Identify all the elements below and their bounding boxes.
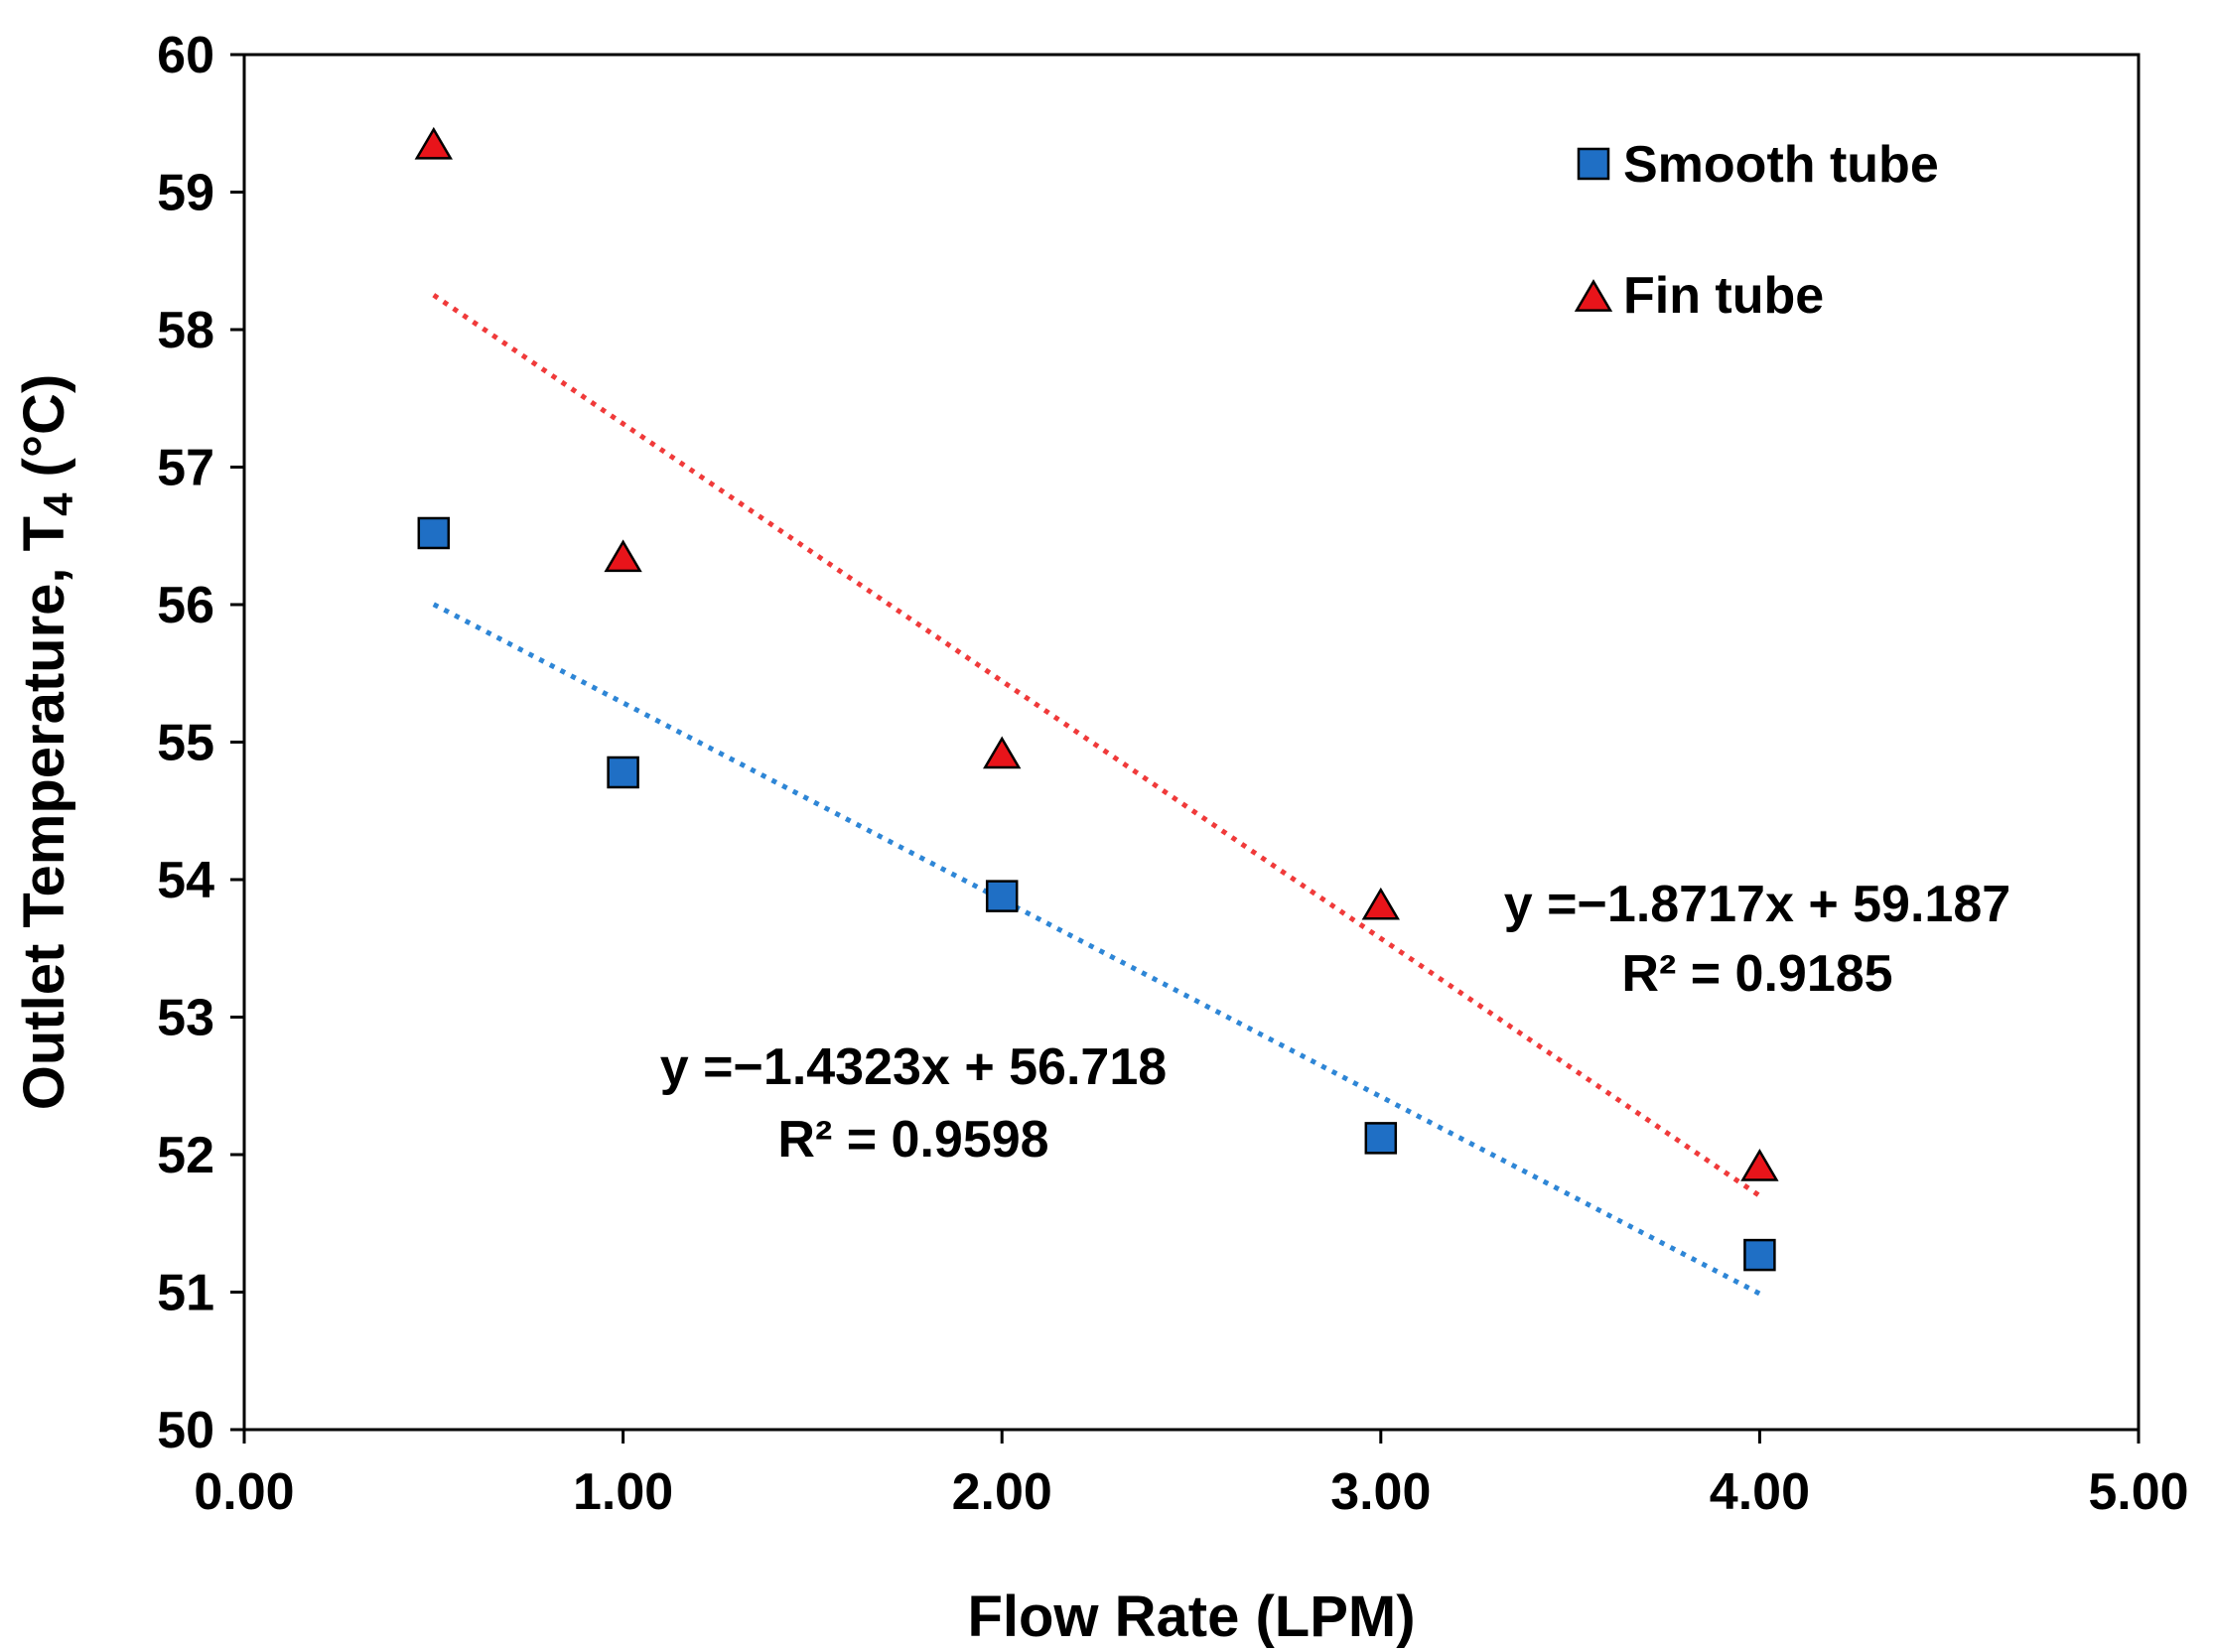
x-tick-label: 0.00 [194, 1463, 294, 1521]
point-fin-tube [1361, 887, 1400, 920]
trendline-smooth-tube [432, 602, 1761, 1297]
equation-fin-tube: y =−1.8717x + 59.187 [1504, 876, 2010, 933]
plot-frame [242, 53, 2141, 1432]
point-smooth-tube [1743, 1238, 1776, 1272]
point-fin-tube [1740, 1148, 1779, 1181]
legend-marker-smooth-tube [1577, 147, 1610, 181]
x-tick-label: 4.00 [1710, 1463, 1810, 1521]
y-tick-label: 59 [157, 165, 214, 222]
point-fin-tube [604, 539, 642, 573]
y-tick-label: 56 [157, 577, 214, 634]
legend-label-smooth-tube: Smooth tube [1623, 136, 1939, 194]
x-tick-label: 3.00 [1330, 1463, 1431, 1521]
x-tick-label: 1.00 [573, 1463, 673, 1521]
point-smooth-tube [607, 756, 639, 789]
y-tick-label: 50 [157, 1402, 214, 1459]
y-tick-label: 54 [157, 852, 214, 909]
point-fin-tube [414, 126, 453, 160]
point-smooth-tube [1364, 1122, 1398, 1155]
y-tick-label: 51 [157, 1265, 214, 1322]
y-tick-label: 58 [157, 302, 214, 359]
x-axis-title: Flow Rate (LPM) [967, 1584, 1415, 1649]
point-smooth-tube [417, 516, 451, 550]
x-tick-label: 5.00 [2088, 1463, 2188, 1521]
equation-smooth-tube: y =−1.4323x + 56.718 [660, 1038, 1167, 1096]
r-squared-smooth-tube: R² = 0.9598 [777, 1111, 1048, 1169]
y-tick-label: 57 [157, 440, 214, 497]
y-tick-label: 52 [157, 1127, 214, 1184]
point-fin-tube [983, 736, 1022, 769]
y-axis-title: Outlet Temperature, T4 (°C) [12, 374, 81, 1111]
y-tick-label: 53 [157, 990, 214, 1047]
y-tick-label: 60 [157, 27, 214, 84]
x-tick-label: 2.00 [952, 1463, 1052, 1521]
legend-label-fin-tube: Fin tube [1623, 267, 1824, 325]
trendline-fin-tube [432, 293, 1761, 1198]
legend-marker-fin-tube [1574, 279, 1613, 312]
point-smooth-tube [985, 880, 1019, 912]
y-tick-label: 55 [157, 715, 214, 772]
r-squared-fin-tube: R² = 0.9185 [1621, 945, 1892, 1003]
